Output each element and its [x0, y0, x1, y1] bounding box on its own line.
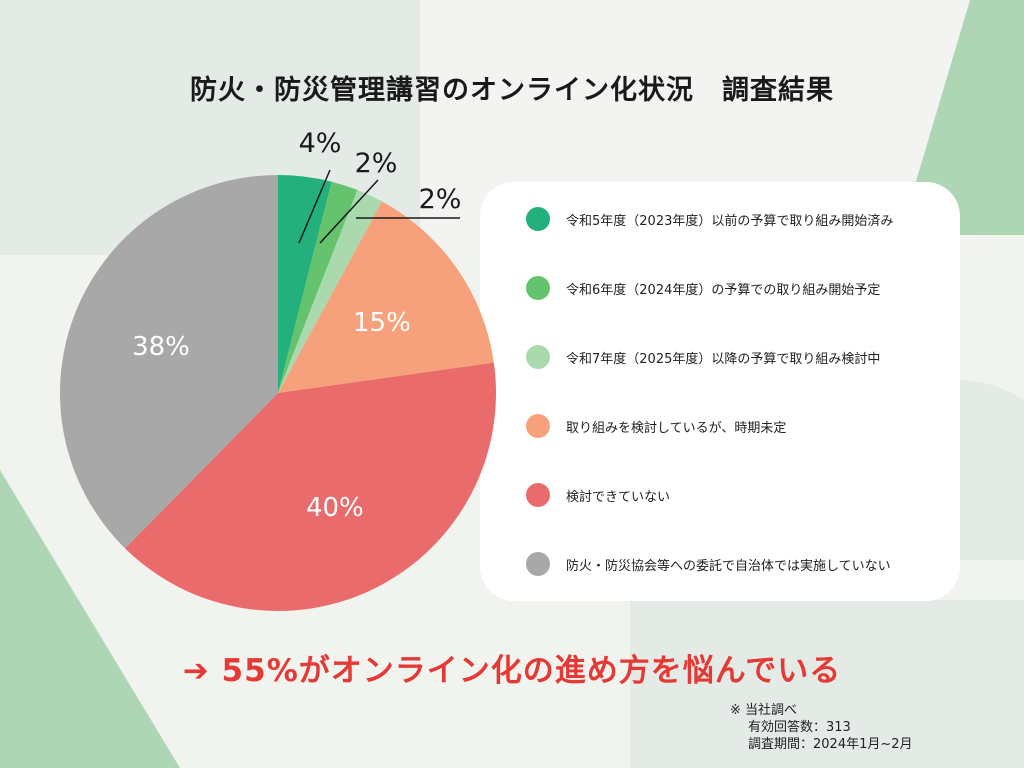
pie-slice-2	[278, 181, 358, 393]
legend-label: 防火・防災協会等への委託で自治体では実施していない	[566, 558, 891, 574]
slice-label-3: 2%	[419, 184, 462, 215]
legend-item-2: 令和6年度（2024年度）の予算での取り組み開始予定	[526, 275, 880, 301]
legend-card	[480, 182, 960, 601]
note-source: ※ 当社調べ	[730, 703, 798, 718]
slice-label-4: 15%	[353, 308, 411, 338]
legend-swatch	[526, 552, 550, 576]
legend-label: 令和7年度（2025年度）以降の予算で取り組み検討中	[566, 351, 881, 367]
legend-label: 検討できていない	[566, 489, 671, 505]
pie-slice-1	[278, 175, 332, 393]
page-title: 防火・防災管理講習のオンライン化状況 調査結果	[190, 75, 834, 106]
pie-slice-6	[59, 174, 279, 549]
legend-item-6: 防火・防災協会等への委託で自治体では実施していない	[526, 551, 891, 577]
note-period: 調査期間：2024年1月~2月	[748, 737, 913, 752]
legend-item-5: 検討できていない	[526, 482, 670, 508]
legend-label: 令和5年度（2023年度）以前の予算で取り組み開始済み	[566, 213, 894, 229]
slice-label-2: 2%	[355, 148, 398, 179]
legend-label: 令和6年度（2024年度）の予算での取り組み開始予定	[566, 282, 881, 298]
legend-swatch	[526, 276, 550, 300]
legend-swatch	[526, 414, 550, 438]
pie-slice-4	[278, 201, 494, 393]
note-respondents: 有効回答数：313	[748, 720, 851, 735]
pie-slice-5	[125, 362, 497, 612]
legend-label: 取り組みを検討しているが、時期未定	[566, 420, 787, 436]
slice-label-6: 38%	[132, 332, 190, 362]
leader-line-2	[319, 179, 379, 244]
legend-swatch	[526, 345, 550, 369]
legend-swatch	[526, 483, 550, 507]
slice-label-5: 40%	[306, 493, 364, 523]
conclusion-text: ➔ 55%がオンライン化の進め方を悩んでいる	[182, 653, 842, 689]
legend-swatch	[526, 207, 550, 231]
leader-line-1	[298, 169, 331, 244]
legend-item-4: 取り組みを検討しているが、時期未定	[526, 413, 786, 439]
legend-item-3: 令和7年度（2025年度）以降の予算で取り組み検討中	[526, 344, 880, 370]
legend-item-1: 令和5年度（2023年度）以前の予算で取り組み開始済み	[526, 206, 893, 232]
pie-slice-3	[278, 190, 383, 393]
slice-label-1: 4%	[299, 128, 342, 159]
survey-note: ※ 当社調べ 有効回答数：313 調査期間：2024年1月~2月	[730, 702, 913, 753]
